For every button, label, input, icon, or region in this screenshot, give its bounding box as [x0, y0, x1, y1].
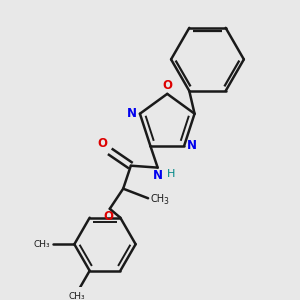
Text: O: O [162, 79, 172, 92]
Text: N: N [127, 107, 137, 120]
Text: N: N [187, 139, 197, 152]
Text: O: O [98, 137, 108, 150]
Text: CH₃: CH₃ [34, 240, 50, 249]
Text: O: O [104, 210, 114, 223]
Text: N: N [153, 169, 163, 182]
Text: 3: 3 [164, 196, 168, 206]
Text: CH: CH [150, 194, 164, 204]
Text: H: H [167, 169, 175, 178]
Text: CH₃: CH₃ [69, 292, 85, 300]
